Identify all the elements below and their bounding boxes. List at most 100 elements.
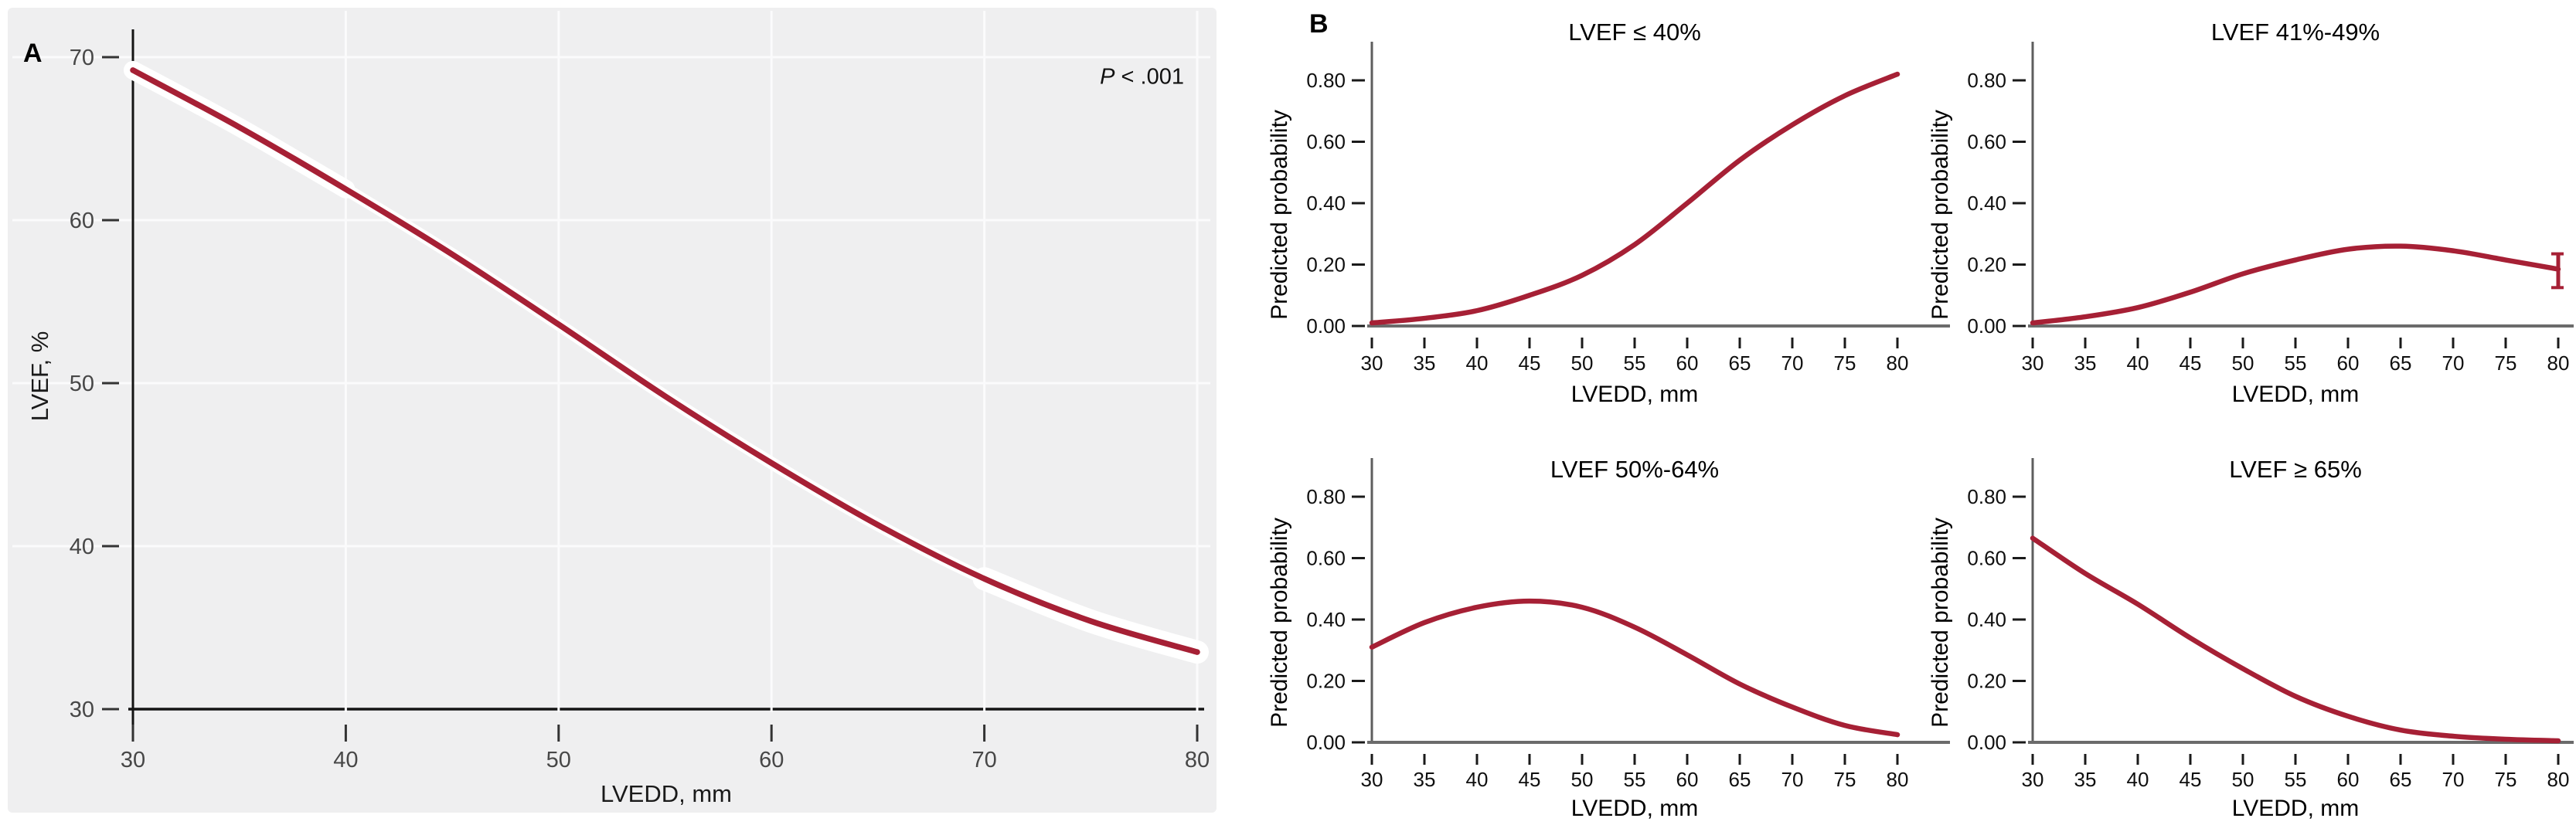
y-tick-label: 50: [70, 372, 94, 396]
x-tick-label: 30: [121, 748, 145, 772]
y-tick-label: 30: [70, 698, 94, 722]
predicted-probability-curve: [1369, 71, 1901, 326]
x-tick-label: 65: [1729, 768, 1751, 791]
x-tick-label: 45: [2180, 351, 2202, 375]
p-value-symbol: P: [1100, 64, 1115, 90]
y-tick-label: 0.40: [1306, 192, 1346, 215]
panel-a-label: A: [23, 39, 43, 68]
panel-a-background: [8, 8, 1217, 813]
subplot-title-lvef-50-64: LVEF 50%-64%: [1550, 456, 1720, 483]
x-tick-label: 45: [2180, 768, 2202, 791]
x-tick-label: 55: [1624, 768, 1646, 791]
y-tick-label: 40: [70, 535, 94, 559]
x-tick-label: 75: [2495, 351, 2517, 375]
y-tick-label: 0.80: [1967, 69, 2006, 92]
x-tick-label: 30: [1361, 351, 1383, 375]
p-value: P < .001: [1100, 65, 1184, 90]
lvef-lvedd-curve: [130, 67, 1200, 655]
predicted-probability-curve: [2030, 535, 2561, 744]
x-tick-label: 50: [2232, 768, 2254, 791]
x-tick-label: 40: [333, 748, 358, 772]
p-value-rest: < .001: [1114, 64, 1184, 90]
x-tick-label: 40: [1466, 768, 1489, 791]
x-axis-title-bottom-right: LVEDD, mm: [2231, 796, 2360, 821]
x-tick-label: 70: [2442, 351, 2465, 375]
x-tick-label: 55: [2285, 351, 2307, 375]
x-tick-label: 50: [1571, 351, 1594, 375]
y-axis-title-bottom-left: Predicted probability: [1267, 518, 1292, 728]
x-tick-label: 65: [1729, 351, 1751, 375]
x-tick-label: 45: [1519, 768, 1541, 791]
y-tick-label: 0.60: [1306, 131, 1346, 154]
y-tick-label: 0.40: [1306, 608, 1346, 631]
y-tick-label: 0.00: [1967, 731, 2006, 754]
x-tick-label: 80: [1887, 351, 1909, 375]
subplot-title-lvef-41-49: LVEF 41%-49%: [2210, 19, 2380, 46]
x-tick-label: 60: [1676, 351, 1699, 375]
x-tick-label: 60: [2337, 351, 2360, 375]
y-axis-title-bottom-right: Predicted probability: [1928, 518, 1953, 728]
x-tick-label: 45: [1519, 351, 1541, 375]
y-tick-label: 0.80: [1306, 69, 1346, 92]
x-tick-label: 40: [1466, 351, 1489, 375]
y-axis-title-top-left: Predicted probability: [1267, 110, 1292, 320]
y-tick-label: 0.80: [1967, 485, 2006, 508]
y-tick-label: 0.20: [1967, 670, 2006, 693]
x-tick-label: 75: [1834, 351, 1856, 375]
y-tick-label: 0.60: [1306, 547, 1346, 570]
y-tick-label: 0.00: [1967, 314, 2006, 338]
x-tick-label: 60: [1676, 768, 1699, 791]
x-tick-label: 70: [1781, 351, 1804, 375]
y-axis-title-top-right: Predicted probability: [1928, 110, 1953, 320]
panel-b-label: B: [1309, 9, 1329, 39]
y-tick-label: 0.80: [1306, 485, 1346, 508]
x-tick-label: 35: [2074, 351, 2097, 375]
x-tick-label: 30: [2022, 351, 2044, 375]
x-tick-label: 80: [1887, 768, 1909, 791]
panel-a-y-axis-title: LVEF, %: [26, 331, 53, 422]
subplot-title-lvef-ge65: LVEF ≥ 65%: [2229, 456, 2362, 483]
x-tick-label: 70: [2442, 768, 2465, 791]
predicted-probability-curve: [2030, 243, 2561, 326]
x-tick-label: 80: [2547, 768, 2570, 791]
y-tick-label: 70: [70, 46, 94, 70]
x-tick-label: 60: [759, 748, 784, 772]
x-tick-label: 40: [2127, 351, 2149, 375]
x-tick-label: 55: [2285, 768, 2307, 791]
x-tick-label: 40: [2127, 768, 2149, 791]
x-tick-label: 75: [2495, 768, 2517, 791]
y-tick-label: 0.20: [1306, 253, 1346, 277]
y-tick-label: 0.20: [1306, 670, 1346, 693]
y-tick-label: 0.40: [1967, 192, 2006, 215]
y-tick-label: 0.60: [1967, 131, 2006, 154]
x-tick-label: 30: [2022, 768, 2044, 791]
x-tick-label: 65: [2390, 768, 2412, 791]
x-tick-label: 50: [546, 748, 571, 772]
x-tick-label: 35: [1414, 351, 1436, 375]
x-tick-label: 35: [1414, 768, 1436, 791]
x-axis-title-top-right: LVEDD, mm: [2231, 382, 2360, 407]
y-tick-label: 0.60: [1967, 547, 2006, 570]
x-tick-label: 65: [2390, 351, 2412, 375]
x-tick-label: 50: [2232, 351, 2254, 375]
x-tick-label: 60: [2337, 768, 2360, 791]
x-tick-label: 50: [1571, 768, 1594, 791]
y-tick-label: 60: [70, 209, 94, 233]
x-tick-label: 70: [1781, 768, 1804, 791]
y-tick-label: 0.20: [1967, 253, 2006, 277]
x-tick-label: 80: [1185, 748, 1210, 772]
x-axis-title-top-left: LVEDD, mm: [1570, 382, 1699, 407]
y-tick-label: 0.00: [1306, 731, 1346, 754]
y-tick-label: 0.00: [1306, 314, 1346, 338]
x-tick-label: 35: [2074, 768, 2097, 791]
x-tick-label: 30: [1361, 768, 1383, 791]
y-tick-label: 0.40: [1967, 608, 2006, 631]
x-tick-label: 70: [972, 748, 996, 772]
x-tick-label: 75: [1834, 768, 1856, 791]
panel-a-x-axis-title: LVEDD, mm: [601, 780, 732, 807]
x-tick-label: 80: [2547, 351, 2570, 375]
x-tick-label: 55: [1624, 351, 1646, 375]
x-axis-title-bottom-left: LVEDD, mm: [1570, 796, 1699, 821]
